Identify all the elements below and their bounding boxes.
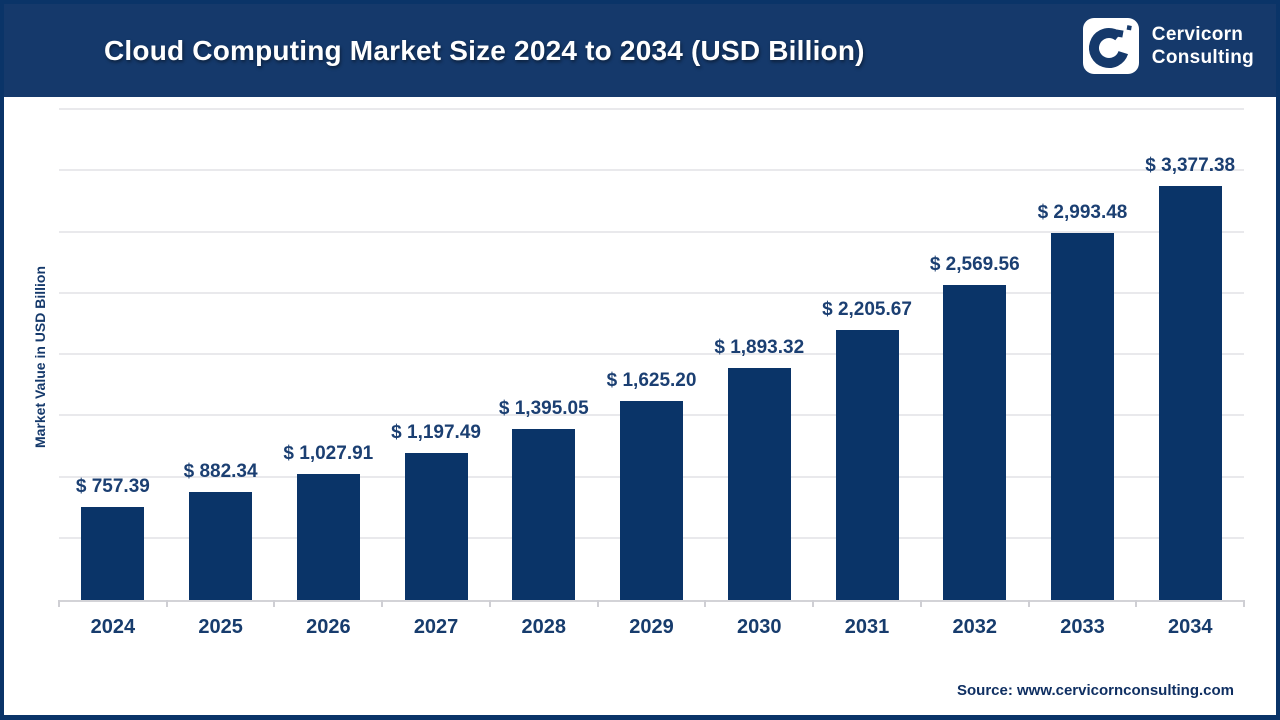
value-label: $ 882.34 (183, 460, 258, 482)
source-credit: Source: www.cervicornconsulting.com (956, 682, 1234, 699)
gridline (59, 291, 1244, 294)
x-axis-tick-label: 2034 (1167, 616, 1213, 638)
y-axis-title: Market Value in USD Billion (32, 265, 48, 449)
bar-group: $ 1,197.49 2027 (382, 112, 490, 638)
bar-series: $ 757.39 2024 $ 882.34 2025 $ 1,027.91 2026 $ … (59, 112, 1244, 638)
x-axis-tick-label: 2027 (413, 616, 459, 638)
x-axis-tick (1027, 600, 1030, 607)
value-label: $ 1,197.49 (391, 422, 481, 444)
plot-area: $ 757.39 2024 $ 882.34 2025 $ 1,027.91 2026 $ … (58, 108, 1245, 638)
cervicorn-logo-icon (1082, 18, 1139, 74)
x-axis-tick-label: 2029 (629, 616, 674, 638)
x-axis-tick (1135, 600, 1138, 607)
bar-group: $ 882.34 2025 (167, 112, 275, 638)
x-axis-tick-label: 2030 (737, 616, 782, 638)
bar (404, 453, 468, 600)
value-label: $ 2,205.67 (822, 298, 912, 320)
value-label: $ 757.39 (75, 476, 150, 498)
value-label: $ 2,569.56 (929, 254, 1020, 276)
gridline (59, 108, 1244, 110)
x-axis-tick (273, 600, 276, 607)
x-axis-tick (1243, 600, 1245, 607)
x-axis-tick-label: 2024 (90, 616, 136, 638)
bar-group: $ 2,569.56 2032 (921, 112, 1029, 638)
bar-group: $ 1,625.20 2029 (598, 112, 706, 638)
x-axis-tick (165, 600, 168, 607)
brand-name-line1: Cervicorn (1151, 23, 1244, 45)
x-axis-tick-label: 2032 (952, 616, 997, 638)
brand-name-line2: Consulting (1151, 47, 1254, 68)
bar (1158, 186, 1222, 600)
value-label: $ 3,377.38 (1145, 155, 1236, 177)
gridline (59, 230, 1244, 233)
bar-group: $ 3,377.38 2034 (1136, 112, 1244, 638)
bar (835, 329, 899, 600)
x-axis-tick (488, 600, 491, 607)
value-label: $ 1,893.32 (714, 337, 805, 359)
bar (620, 400, 684, 600)
x-axis-tick-label: 2033 (1060, 616, 1105, 638)
bar-group: $ 757.39 2024 (59, 112, 167, 638)
x-axis-tick-label: 2025 (198, 616, 243, 638)
bar-group: $ 2,993.48 2033 (1029, 112, 1137, 638)
brand-logo: Cervicorn Consulting (1082, 18, 1254, 74)
bar (727, 368, 791, 600)
x-axis-tick-label: 2026 (306, 616, 351, 638)
x-axis-tick-label: 2031 (844, 616, 890, 638)
value-label: $ 2,993.48 (1037, 202, 1128, 224)
value-label: $ 1,027.91 (283, 443, 374, 465)
x-axis-tick (58, 600, 60, 607)
bar (81, 507, 145, 600)
gridline (59, 353, 1244, 355)
brand-name: Cervicorn Consulting (1152, 23, 1254, 69)
page-title: Cloud Computing Market Size 2024 to 2034… (104, 34, 865, 66)
gridline (59, 169, 1244, 172)
bar-group: $ 2,205.67 2031 (813, 112, 921, 638)
x-axis-tick (596, 600, 599, 607)
header-band: Cloud Computing Market Size 2024 to 2034… (4, 4, 1276, 97)
x-axis-tick-label: 2028 (521, 616, 567, 638)
bar (943, 285, 1007, 600)
value-label: $ 1,395.05 (498, 398, 589, 420)
bar-group: $ 1,395.05 2028 (490, 112, 598, 638)
x-axis-tick (812, 600, 815, 607)
bar (512, 429, 576, 600)
x-axis-tick (704, 600, 707, 607)
bar-group: $ 1,893.32 2030 (705, 112, 813, 638)
bar (189, 491, 253, 600)
x-axis-tick (381, 600, 384, 607)
bar (296, 474, 360, 600)
bar (1050, 233, 1114, 600)
x-axis-tick (919, 600, 922, 607)
bar-group: $ 1,027.91 2026 (274, 112, 382, 638)
chart-region: Market Value in USD Billion $ 757.39 2024… (4, 97, 1276, 715)
value-label: $ 1,625.20 (606, 369, 697, 391)
